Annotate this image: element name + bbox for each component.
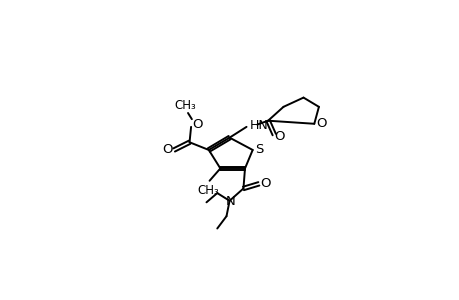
Text: O: O — [162, 143, 173, 157]
Text: CH₃: CH₃ — [174, 99, 196, 112]
Text: O: O — [274, 130, 284, 142]
Text: HN: HN — [249, 119, 268, 132]
Text: O: O — [259, 177, 270, 190]
Text: S: S — [254, 143, 263, 157]
Text: CH₃: CH₃ — [197, 184, 218, 196]
Text: O: O — [192, 118, 203, 131]
Text: O: O — [315, 116, 326, 130]
Text: N: N — [225, 195, 235, 208]
